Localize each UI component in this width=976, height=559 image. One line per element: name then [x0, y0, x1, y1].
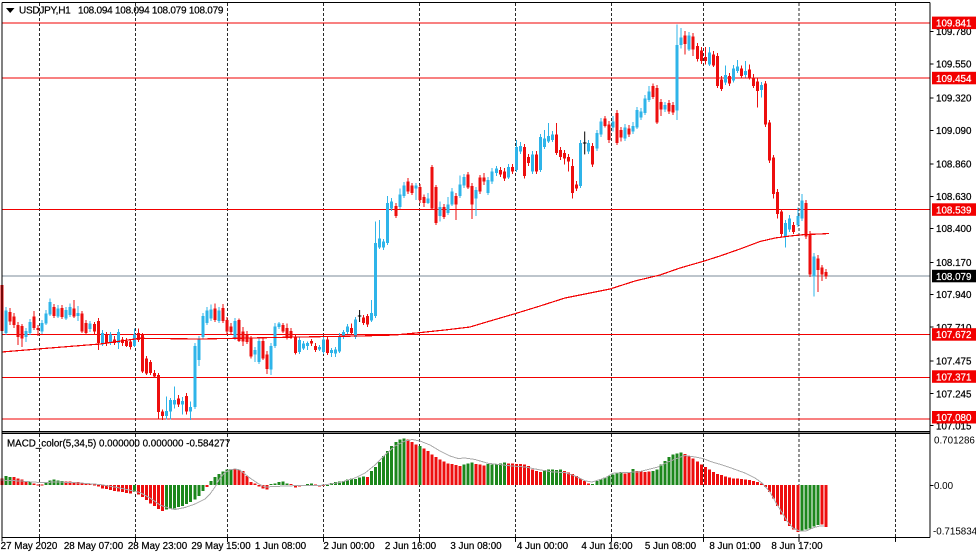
svg-text:107.371: 107.371 [936, 372, 971, 383]
svg-text:4 Jun 00:00: 4 Jun 00:00 [517, 541, 569, 552]
svg-text:USDJPY,H1 108.094 108.094 10: USDJPY,H1 108.094 108.094 108.079 108.07… [19, 6, 224, 17]
svg-text:5 Jun 08:00: 5 Jun 08:00 [645, 541, 697, 552]
svg-text:109.780: 109.780 [936, 27, 972, 38]
svg-text:107.940: 107.940 [936, 290, 972, 301]
svg-text:2 Jun 16:00: 2 Jun 16:00 [385, 541, 437, 552]
svg-text:107.475: 107.475 [936, 357, 972, 368]
svg-text:107.015: 107.015 [936, 421, 972, 432]
svg-text:109.090: 109.090 [936, 126, 972, 137]
svg-text:108.170: 108.170 [936, 258, 972, 269]
svg-text:4 Jun 16:00: 4 Jun 16:00 [581, 541, 633, 552]
svg-text:107.672: 107.672 [936, 330, 971, 341]
svg-text:28 May 23:00: 28 May 23:00 [128, 541, 188, 552]
svg-text:109.320: 109.320 [936, 93, 972, 104]
svg-text:108.860: 108.860 [936, 160, 972, 171]
svg-text:2 Jun 00:00: 2 Jun 00:00 [323, 541, 375, 552]
svg-text:8 Jun 01:00: 8 Jun 01:00 [709, 541, 761, 552]
svg-text:108.079: 108.079 [936, 272, 971, 283]
svg-text:-0.715834: -0.715834 [933, 526, 976, 537]
svg-text:109.550: 109.550 [936, 60, 972, 71]
svg-text:107.245: 107.245 [936, 389, 972, 400]
svg-text:108.630: 108.630 [936, 192, 972, 203]
svg-text:107.080: 107.080 [936, 413, 972, 424]
svg-text:0.701286: 0.701286 [934, 436, 975, 447]
svg-text:109.841: 109.841 [936, 19, 971, 30]
svg-text:0.00: 0.00 [934, 481, 954, 492]
svg-text:MACD_color(5,34,5) 0.000000 0.: MACD_color(5,34,5) 0.000000 0.000000 -0.… [7, 438, 230, 449]
svg-text:109.454: 109.454 [936, 74, 972, 85]
svg-text:28 May 07:00: 28 May 07:00 [64, 541, 124, 552]
svg-text:29 May 15:00: 29 May 15:00 [191, 541, 251, 552]
svg-text:1 Jun 08:00: 1 Jun 08:00 [255, 541, 307, 552]
svg-text:108.400: 108.400 [936, 224, 972, 235]
svg-text:108.539: 108.539 [936, 205, 971, 216]
svg-text:8 Jun 17:00: 8 Jun 17:00 [771, 541, 823, 552]
svg-text:3 Jun 08:00: 3 Jun 08:00 [450, 541, 502, 552]
svg-text:27 May 2020: 27 May 2020 [1, 541, 58, 552]
